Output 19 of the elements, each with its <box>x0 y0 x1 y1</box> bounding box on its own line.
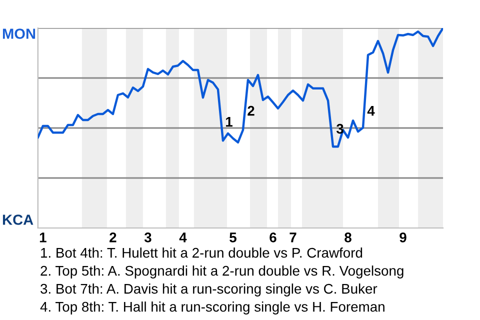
text: 1. Bot 4th: T. Hulett hit a 2-run double vs P. Crawford <box>41 248 362 258</box>
x-tick-label: 8 <box>344 232 352 242</box>
x-tick-label: 6 <box>270 232 276 242</box>
text: MON <box>2 28 36 39</box>
x-tick-label: 9 <box>400 232 406 242</box>
text: 3. Bot 7th: A. Davis hit a run-scoring single vs C. Buker <box>40 284 378 296</box>
annotation: 1 <box>226 117 232 127</box>
x-tick-label: 5 <box>230 232 236 242</box>
x-tick-label: 2 <box>110 232 116 242</box>
annotation: 3 <box>336 124 344 134</box>
annotation: 2 <box>248 106 254 116</box>
text: 4. Top 8th: T. Hall hit a run-scoring single vs H. Foreman <box>40 302 384 314</box>
x-tick-label: 4 <box>179 232 187 242</box>
text: KCA <box>2 214 34 225</box>
x-tick-label: 1 <box>40 232 46 242</box>
annotation: 4 <box>367 106 375 116</box>
x-tick-label: 3 <box>144 232 152 242</box>
text: 2. Top 5th: A. Spognardi hit a 2-run double vs R. Vogelsong <box>40 266 404 278</box>
x-tick-label: 7 <box>290 232 296 242</box>
